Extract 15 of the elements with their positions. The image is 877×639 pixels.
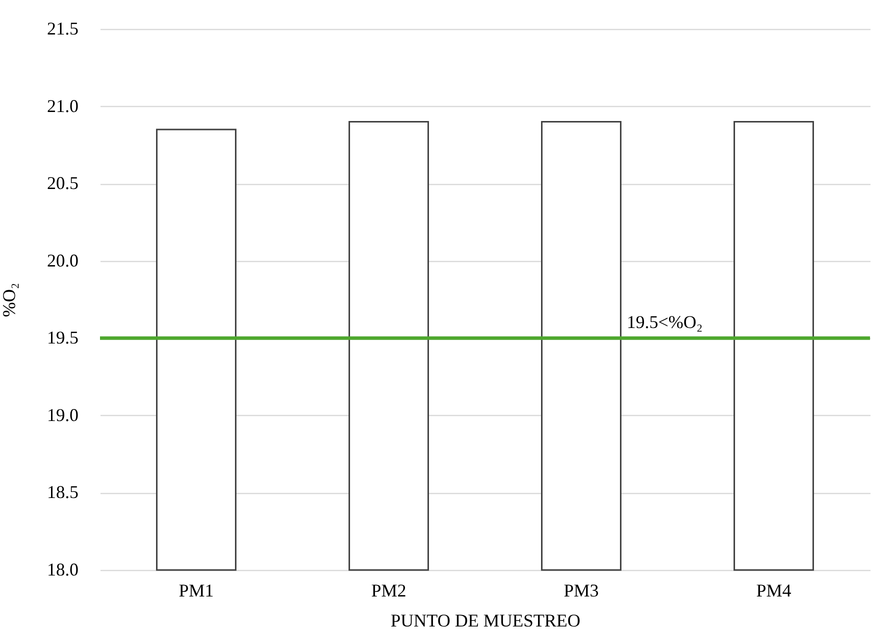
y-tick-label: 20.0 bbox=[47, 250, 78, 270]
y-tick-label: 18.0 bbox=[47, 560, 78, 580]
y-tick-label: 18.5 bbox=[47, 482, 78, 502]
x-tick-label: PM4 bbox=[756, 580, 792, 600]
x-tick-label: PM1 bbox=[178, 580, 214, 600]
x-axis-title: PUNTO DE MUESTREO bbox=[390, 610, 580, 630]
ref-line-label: 19.5<%O₂ bbox=[626, 312, 703, 332]
y-axis-title: %O₂ bbox=[0, 282, 19, 318]
x-tick-label: PM3 bbox=[564, 580, 599, 600]
y-tick-label: 19.5 bbox=[47, 328, 78, 348]
y-tick-label: 19.0 bbox=[47, 404, 78, 425]
x-tick-label: PM2 bbox=[371, 580, 406, 600]
y-tick-label: 21.5 bbox=[47, 18, 78, 38]
y-tick-label: 21.0 bbox=[47, 96, 78, 116]
y-tick-label: 20.5 bbox=[47, 173, 78, 194]
